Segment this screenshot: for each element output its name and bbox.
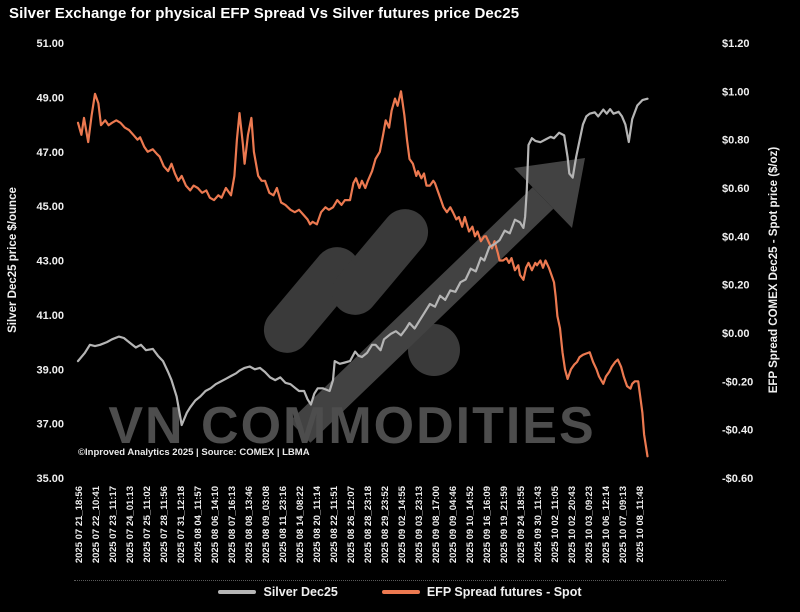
legend-label-silver: Silver Dec25 [263, 585, 338, 599]
right-tick-label: -$0.60 [722, 473, 753, 485]
legend-swatch-efp [381, 590, 420, 594]
left-axis-title: Silver Dec25 price $/ounce [7, 187, 19, 333]
left-tick-label: 37.00 [36, 419, 64, 431]
right-tick-label: -$0.40 [722, 425, 753, 437]
right-tick-label: $1.20 [722, 38, 750, 50]
legend-item-efp: EFP Spread futures - Spot [381, 585, 582, 599]
right-tick-label: $1.00 [722, 86, 750, 98]
left-tick-label: 45.00 [36, 201, 64, 213]
x-tick-label: 2025 07 24_01:13 [125, 486, 136, 563]
efp-line [76, 90, 649, 458]
x-tick-label: 2025 08 09_03:08 [261, 486, 272, 563]
x-tick-label: 2025 09 02_14:55 [397, 485, 408, 563]
watermark: VN COMMODITIES [108, 158, 595, 455]
x-tick-label: 2025 09 30_11:43 [533, 486, 544, 563]
left-axis: 51.00 49.00 47.00 45.00 43.00 41.00 39.00 37.00… [7, 38, 64, 485]
x-tick-label: 2025 10 02_20:43 [567, 486, 578, 563]
legend: Silver Dec25 EFP Spread futures - Spot [0, 585, 800, 599]
silver-line [76, 97, 649, 427]
x-tick-label: 2025 09 16_16:09 [482, 486, 493, 563]
right-tick-label: $0.00 [722, 328, 750, 340]
legend-label-efp: EFP Spread futures - Spot [426, 585, 582, 599]
left-tick-label: 35.00 [36, 473, 64, 485]
right-tick-label: -$0.20 [722, 376, 753, 388]
x-tick-label: 2025 09 19_21:59 [499, 486, 510, 563]
x-tick-label: 2025 07 28_11:56 [159, 486, 170, 563]
right-tick-label: $0.80 [722, 135, 750, 147]
right-tick-label: $0.60 [722, 183, 750, 195]
x-tick-label: 2025 10 06_12:14 [601, 485, 612, 563]
x-tick-label: 2025 07 23_11:17 [108, 486, 119, 563]
left-tick-label: 51.00 [36, 38, 64, 50]
x-tick-label: 2025 10 02_11:05 [550, 485, 561, 562]
x-tick-label: 2025 09 09_04:46 [448, 486, 459, 563]
x-tick-label: 2025 08 08_13:46 [244, 486, 255, 563]
x-tick-label: 2025 07 31_12:18 [176, 486, 187, 563]
x-tick-label: 2025 07 21_18:56 [74, 486, 85, 563]
x-tick-label: 2025 07 22_10:41 [91, 485, 102, 563]
x-tick-label: 2025 10 08_11:48 [635, 486, 646, 563]
x-tick-label: 2025 08 29_23:52 [380, 486, 391, 563]
x-tick-label: 2025 08 11_23:16 [278, 486, 289, 563]
watermark-text: VN COMMODITIES [108, 397, 595, 455]
legend-swatch-silver [218, 590, 257, 594]
x-tick-label: 2025 09 08_17:00 [431, 486, 442, 563]
left-tick-label: 39.00 [36, 364, 64, 376]
x-axis-labels: 2025 07 21_18:56 2025 07 22_10:41 2025 07 … [74, 485, 646, 563]
legend-item-silver: Silver Dec25 [218, 585, 338, 599]
left-tick-label: 49.00 [36, 92, 64, 104]
x-tick-label: 2025 09 03_23:13 [414, 486, 425, 563]
left-tick-label: 47.00 [36, 147, 64, 159]
source-note: ©Inproved Analytics 2025 | Source: COMEX… [78, 447, 310, 458]
left-tick-label: 41.00 [36, 310, 64, 322]
legend-separator [74, 580, 726, 581]
x-tick-label: 2025 10 07_09:13 [618, 486, 629, 563]
right-axis-title: EFP Spread COMEX Dec25 - Spot price ($/o… [768, 147, 780, 394]
x-tick-label: 2025 08 07_16:13 [227, 486, 238, 563]
x-tick-label: 2025 08 14_08:22 [295, 486, 306, 563]
x-tick-label: 2025 08 26_12:07 [346, 486, 357, 563]
x-tick-label: 2025 09 10_14:52 [465, 486, 476, 563]
x-tick-label: 2025 08 22_11:51 [329, 485, 340, 562]
x-tick-label: 2025 09 24_18:55 [516, 485, 527, 563]
x-tick-label: 2025 08 20_11:14 [312, 485, 323, 562]
x-tick-label: 2025 08 28_23:18 [363, 486, 374, 563]
x-tick-label: 2025 08 06_14:10 [210, 486, 221, 563]
x-tick-label: 2025 08 04_11:57 [193, 486, 204, 563]
x-tick-label: 2025 07 25_11:02 [142, 486, 153, 563]
x-tick-label: 2025 10 03_09:23 [584, 486, 595, 563]
left-tick-label: 43.00 [36, 256, 64, 268]
right-tick-label: $0.40 [722, 231, 750, 243]
chart-title: Silver Exchange for physical EFP Spread … [9, 5, 520, 22]
right-axis: $1.20 $1.00 $0.80 $0.60 $0.40 $0.20 $0.00 -$0.2… [722, 38, 780, 485]
right-tick-label: $0.20 [722, 280, 750, 292]
